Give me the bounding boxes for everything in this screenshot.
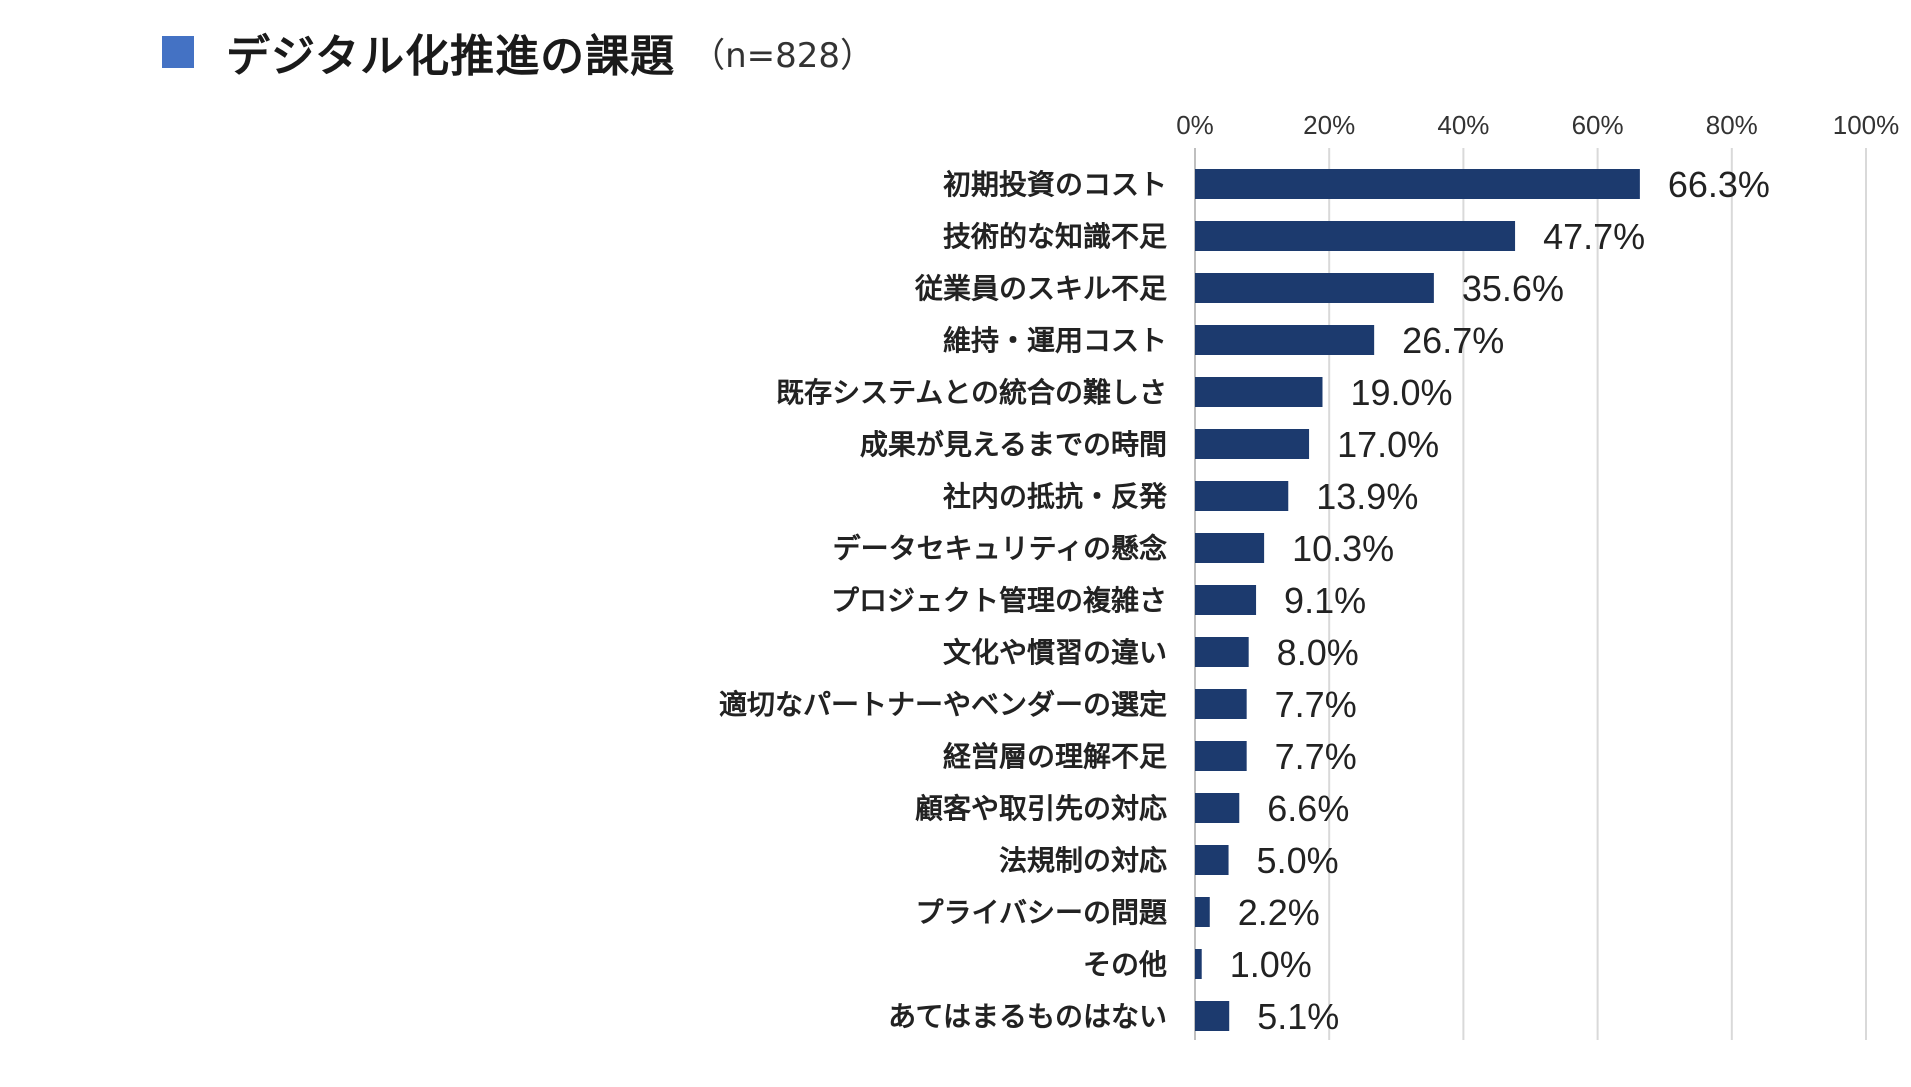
value-label: 2.2% xyxy=(1238,892,1320,933)
category-label: 社内の抵抗・反発 xyxy=(943,480,1168,513)
category-label: プロジェクト管理の複雑さ xyxy=(831,584,1167,617)
category-labels: 初期投資のコスト技術的な知識不足従業員のスキル不足維持・運用コスト既存システムと… xyxy=(719,168,1168,1033)
category-label: 適切なパートナーやベンダーの選定 xyxy=(719,688,1167,721)
legend-square-icon xyxy=(162,36,194,68)
value-labels: 66.3% 47.7% 35.6% 26.7% 19.0% 17.0% 13.9% 10.3%… xyxy=(1230,164,1770,1037)
bar xyxy=(1195,429,1310,459)
bar xyxy=(1195,689,1247,719)
category-label: 既存システムとの統合の難しさ xyxy=(776,376,1167,409)
category-label: 顧客や取引先の対応 xyxy=(915,792,1167,825)
bar xyxy=(1195,793,1240,823)
category-label: 経営層の理解不足 xyxy=(943,740,1167,773)
bar xyxy=(1195,845,1229,875)
sample-size: （n=828） xyxy=(691,35,875,76)
bar xyxy=(1195,949,1202,979)
bar xyxy=(1195,273,1434,303)
bar xyxy=(1195,325,1375,355)
value-label: 13.9% xyxy=(1316,476,1418,517)
value-label: 66.3% xyxy=(1668,164,1770,205)
bar xyxy=(1195,481,1289,511)
category-label: 法規制の対応 xyxy=(999,844,1167,877)
bar xyxy=(1195,169,1640,199)
value-label: 5.1% xyxy=(1257,996,1339,1037)
category-label: 維持・運用コスト xyxy=(943,324,1167,357)
value-label: 47.7% xyxy=(1543,216,1645,257)
category-label: データセキュリティの懸念 xyxy=(833,532,1167,565)
bar xyxy=(1195,585,1257,615)
x-tick-label: 80% xyxy=(1706,110,1758,140)
category-label: 文化や慣習の違い xyxy=(943,636,1167,669)
category-label: その他 xyxy=(1083,948,1167,981)
bar xyxy=(1195,637,1249,667)
chart-title-block: デジタル化推進の課題 （n=828） xyxy=(162,22,874,82)
x-tick-label: 0% xyxy=(1176,110,1214,140)
x-tick-label: 100% xyxy=(1833,110,1900,140)
value-label: 19.0% xyxy=(1350,372,1452,413)
x-axis-ticks: 0% 20% 40% 60% 80% 100% xyxy=(1176,110,1899,140)
bar xyxy=(1195,741,1247,771)
value-label: 1.0% xyxy=(1230,944,1312,985)
value-label: 8.0% xyxy=(1277,632,1359,673)
gridlines xyxy=(1194,148,1867,1040)
category-label: 技術的な知識不足 xyxy=(943,220,1167,253)
bar xyxy=(1195,1001,1230,1031)
value-label: 5.0% xyxy=(1257,840,1339,881)
value-label: 7.7% xyxy=(1275,684,1357,725)
category-label: あてはまるものはない xyxy=(888,1000,1167,1033)
bar xyxy=(1195,533,1265,563)
category-label: 成果が見えるまでの時間 xyxy=(860,428,1167,461)
x-tick-label: 40% xyxy=(1437,110,1489,140)
value-label: 9.1% xyxy=(1284,580,1366,621)
value-label: 35.6% xyxy=(1462,268,1564,309)
chart-title: デジタル化推進の課題 xyxy=(226,31,676,82)
x-tick-label: 20% xyxy=(1303,110,1355,140)
bar xyxy=(1195,897,1210,927)
category-label: プライバシーの問題 xyxy=(916,896,1168,929)
value-label: 10.3% xyxy=(1292,528,1394,569)
category-label: 初期投資のコスト xyxy=(943,168,1167,201)
bar xyxy=(1195,221,1516,251)
x-tick-label: 60% xyxy=(1572,110,1624,140)
value-label: 17.0% xyxy=(1337,424,1439,465)
value-label: 26.7% xyxy=(1402,320,1504,361)
bars xyxy=(1195,169,1640,1031)
bar xyxy=(1195,377,1323,407)
value-label: 7.7% xyxy=(1275,736,1357,777)
category-label: 従業員のスキル不足 xyxy=(914,272,1167,305)
value-label: 6.6% xyxy=(1267,788,1349,829)
